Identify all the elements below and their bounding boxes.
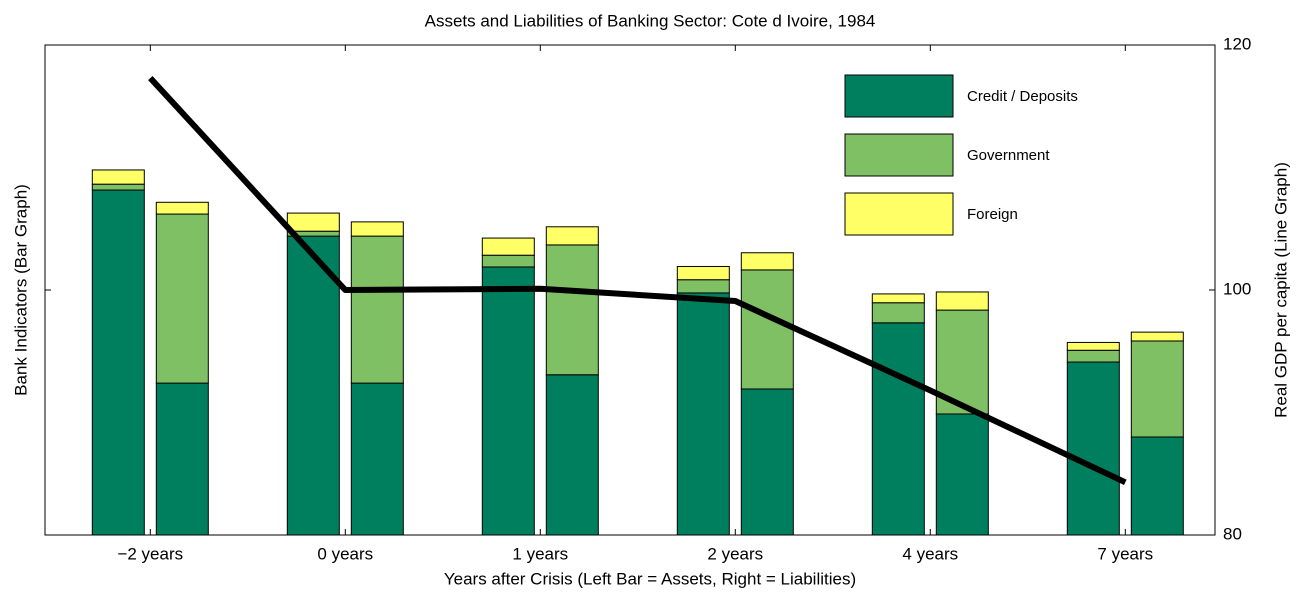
- bar-segment: [871, 322, 925, 536]
- plot-frame: [44, 44, 1216, 536]
- bar-segment: [740, 269, 794, 390]
- x-tick-label: 1 years: [512, 544, 568, 563]
- bar-segment: [1066, 341, 1120, 351]
- legend-label: Foreign: [967, 206, 1018, 223]
- bar-segment: [676, 279, 730, 294]
- gdp-line: [148, 76, 1127, 486]
- bar-segment: [1130, 331, 1184, 342]
- bar-segment: [91, 189, 145, 536]
- chart-title: Assets and Liabilities of Banking Sector…: [425, 11, 876, 30]
- x-tick-label: 0 years: [317, 544, 373, 563]
- bar-segment: [871, 293, 925, 304]
- bar-segment: [155, 213, 209, 384]
- bar-segment: [286, 235, 340, 536]
- bar-segment: [286, 212, 340, 232]
- y2-tick-label: 100: [1223, 279, 1251, 298]
- bar-segment: [1130, 340, 1184, 438]
- bar-segment: [545, 244, 599, 376]
- bar-segment: [676, 265, 730, 281]
- bar-segment: [740, 388, 794, 536]
- bar-segment: [935, 291, 989, 311]
- bar-segment: [545, 226, 599, 246]
- legend-swatch: [844, 133, 954, 177]
- bar-segment: [545, 374, 599, 536]
- y2-tick-label: 120: [1223, 34, 1251, 53]
- y2-tick-label: 80: [1223, 524, 1242, 543]
- bar-segment: [155, 201, 209, 215]
- bar-segment: [91, 183, 145, 191]
- bar-segment: [481, 266, 535, 536]
- legend-label: Credit / Deposits: [967, 88, 1078, 105]
- x-tick-label: −2 years: [117, 544, 183, 563]
- y2-axis-label: Real GDP per capita (Line Graph): [1271, 162, 1290, 418]
- x-tick-label: 2 years: [707, 544, 763, 563]
- bar-segment: [676, 292, 730, 536]
- bar-segment: [935, 413, 989, 536]
- bar-segment: [350, 221, 404, 237]
- bar-segment: [740, 252, 794, 271]
- bar-segment: [481, 254, 535, 268]
- bar-segment: [871, 302, 925, 324]
- legend-label: Government: [967, 147, 1050, 164]
- bar-segment: [1066, 349, 1120, 363]
- bar-segment: [481, 237, 535, 256]
- bar-segment: [1066, 361, 1120, 536]
- bar-segment: [350, 382, 404, 536]
- bar-segment: [91, 169, 145, 185]
- y-axis-label: Bank Indicators (Bar Graph): [11, 184, 30, 396]
- legend-swatch: [844, 74, 954, 118]
- x-axis-label: Years after Crisis (Left Bar = Assets, R…: [444, 569, 856, 588]
- bar-segment: [155, 382, 209, 536]
- bar-segment: [1130, 436, 1184, 536]
- bar-segment: [350, 235, 404, 384]
- x-tick-label: 4 years: [902, 544, 958, 563]
- legend-swatch: [844, 192, 954, 236]
- x-tick-label: 7 years: [1097, 544, 1153, 563]
